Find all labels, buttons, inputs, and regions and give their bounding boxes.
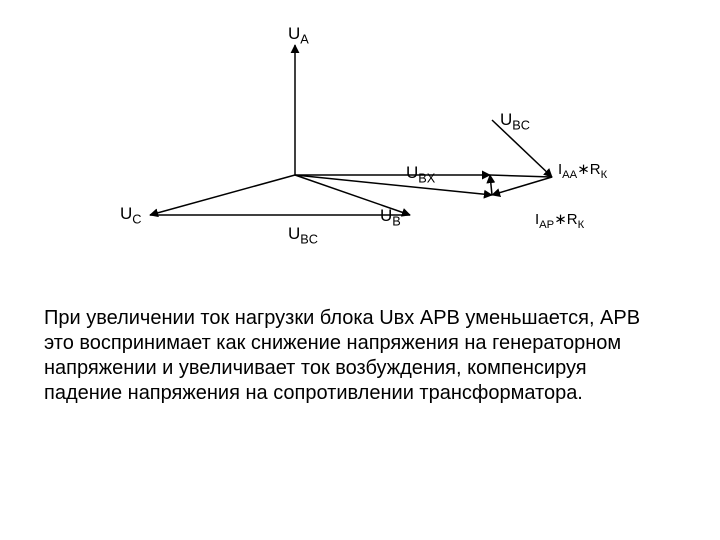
label-ua: UA — [288, 24, 309, 46]
label-ubc-detail-main: U — [500, 110, 512, 129]
label-ubc-detail-sub: BC — [512, 117, 530, 132]
label-iap-rk: IAР∗RК — [535, 210, 584, 231]
label-ua-main: U — [288, 24, 300, 43]
label-ubc-detail: UBC — [500, 110, 530, 132]
label-iap-tailsub: К — [578, 219, 585, 231]
label-ub: UB — [380, 206, 401, 228]
label-iap-sub: AР — [539, 219, 554, 231]
label-uc: UC — [120, 204, 142, 226]
label-ub-main: U — [380, 206, 392, 225]
label-uc-sub: C — [132, 211, 141, 226]
label-iaa-tail: ∗R — [577, 161, 600, 178]
label-uc-main: U — [120, 204, 132, 223]
label-ua-sub: A — [300, 31, 309, 46]
label-ubx-main: U — [406, 163, 418, 182]
description-paragraph: При увеличении ток нагрузки блока Uвх АР… — [44, 306, 664, 406]
label-iaa-tailsub: К — [601, 169, 608, 181]
description-text: При увеличении ток нагрузки блока Uвх АР… — [44, 307, 640, 404]
label-ubc-axis: UBC — [288, 224, 318, 246]
page: UA UC UB UBC UBX UBC IAA∗RК IAР∗RК При у… — [0, 0, 720, 540]
label-ubx: UBX — [406, 163, 435, 185]
label-iap-tail: ∗R — [554, 211, 577, 228]
label-ub-sub: B — [392, 213, 401, 228]
label-ubx-sub: BX — [418, 170, 435, 185]
label-ubc-axis-main: U — [288, 224, 300, 243]
label-iaa-sub: AA — [562, 169, 577, 181]
label-iaa-rk: IAA∗RК — [558, 160, 607, 181]
label-ubc-axis-sub: BC — [300, 231, 318, 246]
